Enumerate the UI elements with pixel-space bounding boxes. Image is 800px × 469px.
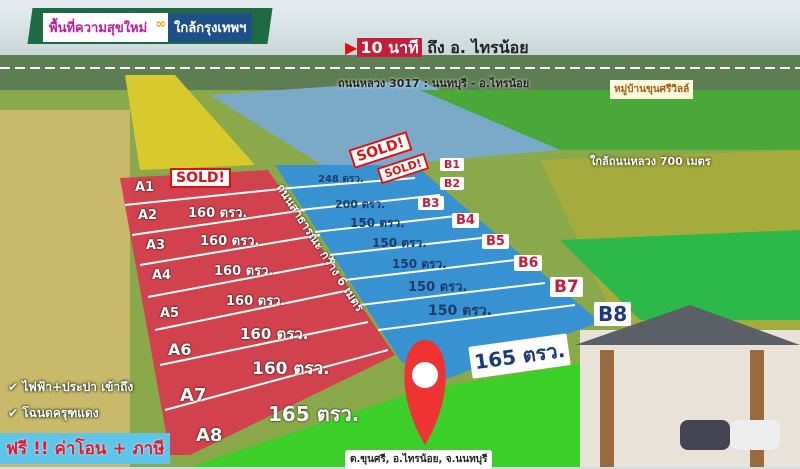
- lot-a3-id: A3: [146, 238, 166, 253]
- lot-b7-id: B7: [550, 277, 583, 297]
- near-road-label: ใกล้ถนนหลวง 700 เมตร: [590, 155, 711, 168]
- lot-b5-id: B5: [482, 234, 509, 249]
- arrow-icon: ▶: [345, 38, 358, 57]
- lot-a2-size: 160 ตรว.: [188, 206, 248, 221]
- lot-b4-size: 150 ตรว.: [372, 236, 427, 250]
- lot-a6-size: 160 ตรว.: [240, 325, 309, 343]
- promo: ฟรี !! ค่าโอน + ภาษี: [0, 433, 171, 464]
- lot-a7-size: 160 ตรว.: [252, 359, 330, 379]
- lot-b3-size: 150 ตรว.: [350, 216, 405, 230]
- lot-b3-id: B3: [418, 196, 444, 210]
- rice-field: [125, 75, 255, 170]
- lot-a8-id: A8: [196, 425, 223, 446]
- feature-title-deed: ✔ โฉนดครุฑแดง: [8, 406, 99, 420]
- lot-a5-size: 160 ตรว.: [226, 294, 286, 309]
- pond: [210, 80, 560, 170]
- plots-a-area: [120, 170, 395, 455]
- banner-left: พื้นที่ความสุขใหม่: [43, 13, 154, 42]
- field-left: [0, 110, 130, 467]
- lot-a1-size: SOLD!: [170, 168, 231, 188]
- lot-b6-id: B6: [514, 255, 543, 271]
- lot-b2-size: 200 ตรว.: [335, 198, 386, 211]
- lot-a8-size: 165 ตรว.: [268, 402, 360, 426]
- lot-a2-id: A2: [138, 208, 158, 223]
- lot-b4-id: B4: [452, 213, 479, 228]
- location-label: ต.ขุนศรี, อ.ไทรน้อย, จ.นนทบุรี: [345, 450, 493, 469]
- lot-b6-size: 150 ตรว.: [408, 280, 468, 295]
- link-icon: ∞: [153, 13, 169, 42]
- lot-b2-id: B2: [440, 177, 465, 190]
- lot-a1-id: A1: [135, 180, 155, 195]
- lot-b5-size: 150 ตรว.: [392, 257, 447, 271]
- feature-utilities: ✔ ไฟฟ้า+ประปา เข้าถึง: [8, 380, 134, 394]
- grass-area: [190, 360, 600, 467]
- lot-a3-size: 160 ตรว.: [200, 234, 260, 249]
- lot-a7-id: A7: [180, 385, 207, 406]
- lot-a6-id: A6: [168, 340, 192, 359]
- lot-b1-size: 248 ตรว.: [318, 174, 364, 185]
- check-icon: ✔: [8, 406, 23, 420]
- lot-b7-size: 150 ตรว.: [428, 303, 492, 319]
- lot-b1-id: B1: [440, 158, 465, 171]
- travel-time: ▶ 10 นาที ถึง อ. ไทรน้อย: [345, 38, 529, 57]
- banner-right: ใกล้กรุงเทพฯ: [168, 13, 253, 42]
- lot-b8-id: B8: [594, 302, 632, 326]
- banner: พื้นที่ความสุขใหม่ ∞ ใกล้กรุงเทพฯ: [43, 13, 253, 42]
- plots-b-area: [275, 165, 600, 385]
- main-road: ถนนหลวง 3017 : นนทบุรี - อ.ไทรน้อย: [338, 77, 530, 90]
- location-pin-icon: [404, 340, 446, 445]
- lot-a5-id: A5: [160, 306, 180, 321]
- village-label: หมู่บ้านขุนศรีวิลล์: [610, 80, 694, 99]
- lot-a4-size: 160 ตรว.: [214, 264, 274, 279]
- lot-a4-id: A4: [152, 268, 172, 283]
- check-icon: ✔: [8, 380, 23, 394]
